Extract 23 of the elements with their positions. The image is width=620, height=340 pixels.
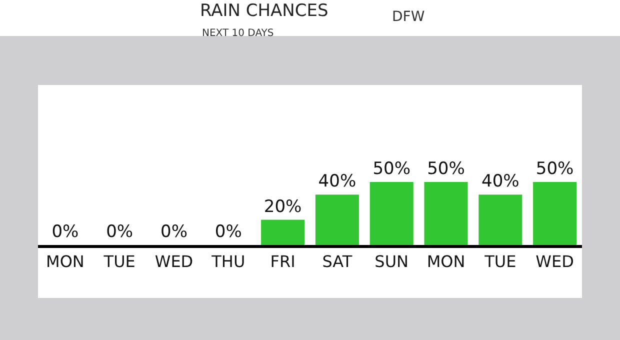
- x-tick-label: FRI: [270, 252, 296, 272]
- data-label: 50%: [536, 158, 574, 179]
- chart-title: RAIN CHANCES: [200, 0, 328, 21]
- data-label: 50%: [372, 158, 410, 179]
- data-label: 0%: [160, 222, 188, 242]
- x-tick-label: WED: [536, 252, 574, 272]
- x-tick-label: MON: [426, 252, 466, 272]
- data-label: 40%: [482, 172, 520, 192]
- chart-subtitle: NEXT 10 DAYS: [202, 28, 274, 39]
- data-label: 0%: [214, 222, 242, 242]
- data-label: 0%: [52, 222, 79, 242]
- text: DFW: [392, 9, 425, 25]
- data-label: 50%: [427, 158, 465, 179]
- x-tick-label: SUN: [374, 252, 409, 272]
- data-label: 0%: [106, 222, 134, 242]
- x-tick-label: MON: [46, 252, 84, 272]
- x-tick-label: SAT: [322, 252, 352, 272]
- x-tick-label: WED: [154, 252, 194, 272]
- data-label: 20%: [264, 196, 302, 217]
- data-label: 40%: [318, 172, 356, 192]
- x-tick-label: TUE: [484, 252, 516, 272]
- x-tick-label: TUE: [102, 252, 136, 272]
- x-tick-label: THU: [210, 252, 246, 272]
